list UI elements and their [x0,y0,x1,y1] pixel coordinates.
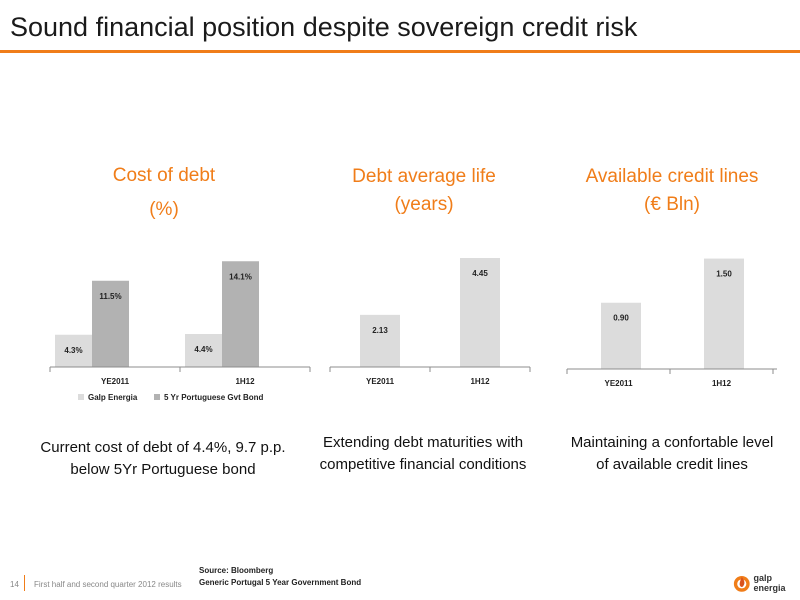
x-tick-label: YE2011 [366,377,395,386]
page-number: 14 [10,580,19,589]
legend-swatch [154,394,160,400]
x-tick-label: 1H12 [712,379,732,388]
x-tick-label: YE2011 [101,377,130,386]
data-label: 0.90 [613,314,629,323]
available-credit-lines-title-line2: (€ Bln) [644,194,700,215]
bar-YE2011-1 [360,314,400,367]
galp-flame-icon [733,575,750,592]
available-credit-lines-chart: 0.90 1.50 YE2011 1H12 [566,240,787,400]
x-tick-label: 1H12 [235,377,255,386]
available-credit-lines-svg: 0.90 1.50 YE2011 1H12 [566,258,777,388]
bar-YE2011-1 [55,334,92,367]
data-label: 2.13 [372,326,388,335]
logo-text: galp energia [753,573,786,593]
source-line-1: Source: Bloomberg [199,566,274,575]
page-title: Sound financial position despite soverei… [10,12,638,42]
debt-average-life-title-line1: Debt average life [352,166,496,187]
debt-average-life-title: Debt average life (years) [324,163,524,219]
footer-divider [24,575,25,591]
bar-1H12-1 [704,258,744,369]
available-credit-lines-title-line1: Available credit lines [585,166,759,187]
cost-of-debt-chart: 4.3% 4.4% 11.5% 14.1% YE2011 1H12 Galp Energia… [40,240,311,420]
data-label: 11.5% [99,292,121,301]
cost-of-debt-title-line1: Cost of debt [112,165,216,186]
x-tick-label: YE2011 [604,379,633,388]
data-label: 4.4% [194,345,212,354]
bar-YE2011-1 [601,302,641,369]
source-note: Source: Bloomberg Generic Portugal 5 Yea… [199,565,361,589]
legend-swatch [78,394,84,400]
bar-1H12-1 [460,258,500,367]
bar-1H12-1 [185,334,222,367]
bar-1H12-2 [222,261,259,367]
legend-label: 5 Yr Portuguese Gvt Bond [164,393,264,402]
debt-average-life-caption: Extending debt maturities with competiti… [319,434,527,473]
debt-average-life-title-line2: (years) [394,194,454,215]
cost-of-debt-caption: Current cost of debt of 4.4%, 9.7 p.p. b… [40,439,286,478]
galp-logo: galp energia [733,572,800,594]
debt-average-life-svg: 2.13 4.45 YE2011 1H12 [329,258,531,386]
data-label: 1.50 [716,270,732,279]
cost-of-debt-svg: 4.3% 4.4% 11.5% 14.1% YE2011 1H12 Galp Energia… [49,261,311,402]
cost-of-debt-title-line2: (%) [149,199,179,220]
available-credit-lines-title: Available credit lines (€ Bln) [566,163,778,219]
data-label: 4.3% [64,346,82,355]
debt-average-life-chart: 2.13 4.45 YE2011 1H12 [320,240,540,400]
data-label: 4.45 [472,269,488,278]
bar-YE2011-2 [92,280,129,367]
source-line-2: Generic Portugal 5 Year Government Bond [199,578,362,587]
cost-of-debt-title: Cost of debt (%) [64,162,264,224]
title-underline [0,50,800,53]
available-credit-lines-caption: Maintaining a confortable level of avail… [570,434,774,473]
data-label: 14.1% [229,272,252,281]
x-tick-label: 1H12 [470,377,490,386]
legend-label: Galp Energia [88,393,138,402]
footer-text: First half and second quarter 2012 resul… [34,580,182,589]
